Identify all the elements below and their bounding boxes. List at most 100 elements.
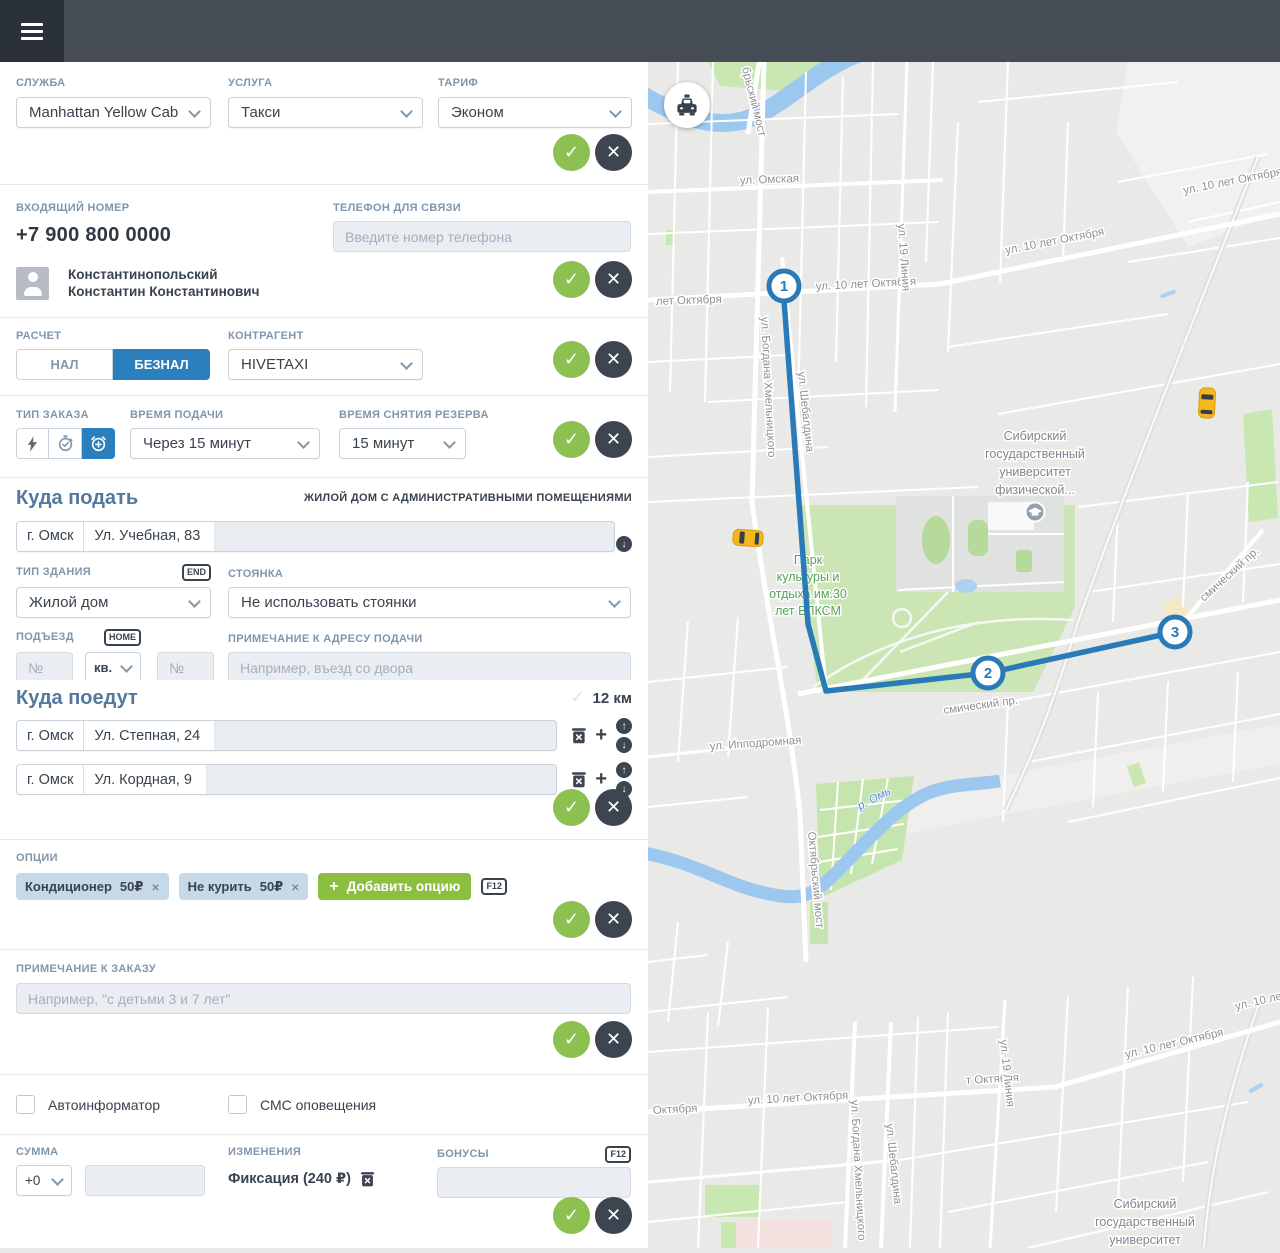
- map-canvas[interactable]: ул. Омская ул. 10 лет Октября лет Октябр…: [633, 43, 1280, 1249]
- chevron-down-icon: [609, 104, 622, 118]
- section-service: СЛУЖБА УСЛУГА ТАРИФ Manhattan Yellow Cab…: [0, 62, 648, 185]
- destination-row: г. Омск Ул. Кордная, 9 + ↑ ↓: [16, 762, 632, 797]
- section-payment: РАСЧЕТ КОНТРАГЕНТ НАЛ БЕЗНАЛ HIVETAXI ✓ …: [0, 318, 648, 396]
- confirm-note-button[interactable]: ✓: [553, 1021, 590, 1058]
- move-up-button[interactable]: ↑: [616, 762, 632, 778]
- chevron-down-icon: [188, 104, 201, 118]
- autoinformer-checkbox[interactable]: [16, 1095, 35, 1114]
- confirm-service-button[interactable]: ✓: [553, 134, 590, 171]
- trash-icon[interactable]: [360, 1171, 375, 1187]
- move-up-button[interactable]: ↑: [616, 718, 632, 734]
- street-10-let-oktyabrya: [647, 211, 1280, 303]
- street-19-liniya: [893, 61, 909, 413]
- confirm-destinations-button[interactable]: ✓: [553, 789, 590, 826]
- trash-icon[interactable]: [571, 727, 587, 744]
- f12-key-badge: F12: [605, 1146, 631, 1163]
- summa-input[interactable]: [85, 1165, 205, 1196]
- taxi-car-icon[interactable]: [1198, 387, 1216, 419]
- podacha-label: ВРЕМЯ ПОДАЧИ: [130, 409, 224, 421]
- street-ippodromnaya: [647, 740, 789, 759]
- payment-cash-button[interactable]: НАЛ: [16, 349, 113, 380]
- destination-address-bar[interactable]: г. Омск Ул. Кордная, 9: [16, 764, 557, 795]
- section-caller: ВХОДЯЩИЙ НОМЕР +7 900 800 0000 ТЕЛЕФОН Д…: [0, 185, 648, 318]
- svg-text:1: 1: [780, 278, 788, 295]
- podacha-select[interactable]: Через 15 минут: [130, 428, 320, 459]
- service-select[interactable]: Manhattan Yellow Cab: [16, 97, 211, 128]
- order-type-reserve-button[interactable]: [82, 428, 115, 459]
- plus-icon: +: [329, 877, 339, 895]
- confirm-order-type-button[interactable]: ✓: [553, 421, 590, 458]
- bonus-input[interactable]: [437, 1167, 631, 1198]
- destination-row: г. Омск Ул. Степная, 24 + ↑ ↓: [16, 718, 632, 753]
- destination-address-bar[interactable]: г. Омск Ул. Степная, 24: [16, 720, 557, 751]
- home-key-badge: HOME: [104, 629, 141, 646]
- add-stop-icon[interactable]: +: [595, 768, 607, 790]
- pickup-down-arrow-button[interactable]: ↓: [616, 536, 632, 552]
- confirm-payment-button[interactable]: ✓: [553, 341, 590, 378]
- tarif-select[interactable]: Эконом: [438, 97, 632, 128]
- surcharge-select[interactable]: +0: [16, 1165, 72, 1196]
- show-taxis-button[interactable]: [664, 82, 710, 128]
- taxi-car-icon[interactable]: [732, 528, 764, 548]
- parking-select[interactable]: Не использовать стоянки: [228, 587, 631, 618]
- option-chip[interactable]: Не курить 50₽ ×: [178, 873, 309, 900]
- trash-icon[interactable]: [571, 771, 587, 788]
- move-down-button[interactable]: ↓: [616, 737, 632, 753]
- taxi-icon: [677, 94, 697, 116]
- route-marker-3[interactable]: 3: [1157, 614, 1193, 650]
- contact-phone-input[interactable]: [333, 221, 631, 252]
- kontragent-label: КОНТРАГЕНТ: [228, 330, 304, 342]
- svg-text:2: 2: [984, 665, 992, 682]
- route-marker-2[interactable]: 2: [970, 655, 1006, 691]
- option-chip[interactable]: Кондиционер 50₽ ×: [16, 873, 169, 900]
- order-type-scheduled-button[interactable]: [49, 428, 82, 459]
- route-marker-1[interactable]: 1: [766, 268, 802, 304]
- cancel-service-button[interactable]: ✕: [595, 134, 632, 171]
- order-note-input[interactable]: [16, 983, 631, 1014]
- section-pickup: Куда подать ЖИЛОЙ ДОМ С АДМИНИСТРАТИВНЫМ…: [0, 478, 648, 683]
- map[interactable]: ул. Омская ул. 10 лет Октября лет Октябр…: [633, 43, 1280, 1249]
- pickup-city[interactable]: г. Омск: [17, 521, 85, 551]
- add-option-button[interactable]: + Добавить опцию: [318, 873, 472, 900]
- street-kosmichesky: [797, 597, 1280, 697]
- building-type-select[interactable]: Жилой дом: [16, 587, 211, 618]
- confirm-summary-button[interactable]: ✓: [553, 1197, 590, 1234]
- order-type-urgent-button[interactable]: [16, 428, 49, 459]
- cancel-summary-button[interactable]: ✕: [595, 1197, 632, 1234]
- usluga-label: УСЛУГА: [228, 77, 273, 89]
- payment-cashless-button[interactable]: БЕЗНАЛ: [113, 349, 210, 380]
- apartment-number-input[interactable]: [157, 652, 214, 683]
- pickup-note-input[interactable]: [228, 652, 631, 683]
- service-label: СЛУЖБА: [16, 77, 66, 89]
- kontragent-select[interactable]: HIVETAXI: [228, 349, 423, 380]
- street-shebaldina: [780, 256, 828, 691]
- cancel-destinations-button[interactable]: ✕: [595, 789, 632, 826]
- confirm-options-button[interactable]: ✓: [553, 901, 590, 938]
- section-summary: СУММА +0 ИЗМЕНЕНИЯ Фиксация (240 ₽): [0, 1135, 648, 1248]
- confirm-caller-button[interactable]: ✓: [553, 261, 590, 298]
- pickup-street[interactable]: Ул. Учебная, 83: [84, 521, 216, 551]
- cancel-note-button[interactable]: ✕: [595, 1021, 632, 1058]
- remove-option-icon[interactable]: ×: [291, 878, 300, 895]
- hamburger-menu-button[interactable]: [0, 0, 64, 62]
- remove-option-icon[interactable]: ×: [151, 878, 160, 895]
- reserve-select[interactable]: 15 минут: [339, 428, 466, 459]
- add-stop-icon[interactable]: +: [595, 724, 607, 746]
- entrance-number-input[interactable]: [16, 652, 73, 683]
- usluga-select[interactable]: Такси: [228, 97, 423, 128]
- contact-phone-label: ТЕЛЕФОН ДЛЯ СВЯЗИ: [333, 202, 461, 214]
- cancel-order-type-button[interactable]: ✕: [595, 421, 632, 458]
- section-order-note: ПРИМЕЧАНИЕ К ЗАКАЗУ ✓ ✕: [0, 950, 648, 1075]
- svg-text:государственный: государственный: [985, 447, 1085, 461]
- building-type-label: ТИП ЗДАНИЯ: [16, 566, 92, 578]
- cancel-options-button[interactable]: ✕: [595, 901, 632, 938]
- chevron-down-icon: [297, 435, 310, 449]
- hamburger-icon: [21, 22, 43, 26]
- pickup-address-bar[interactable]: г. Омск Ул. Учебная, 83: [16, 520, 615, 552]
- kv-select[interactable]: кв.: [85, 652, 141, 683]
- cancel-caller-button[interactable]: ✕: [595, 261, 632, 298]
- cancel-payment-button[interactable]: ✕: [595, 341, 632, 378]
- sms-checkbox[interactable]: [228, 1095, 247, 1114]
- university-poi-icon[interactable]: [1024, 501, 1046, 523]
- bridge-top: [745, 56, 763, 135]
